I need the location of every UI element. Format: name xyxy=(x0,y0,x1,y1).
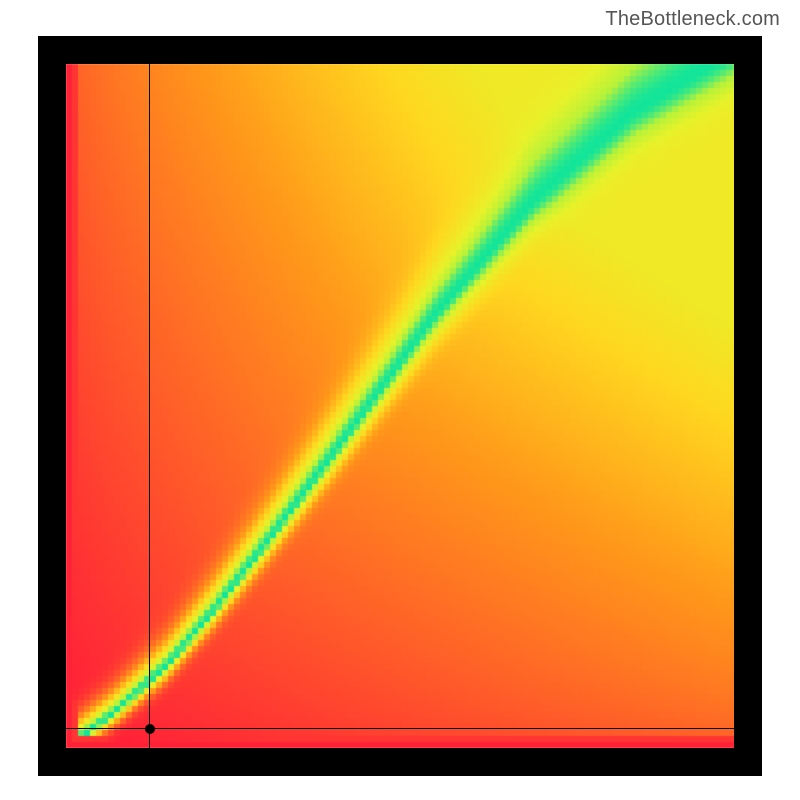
watermark-text: TheBottleneck.com xyxy=(605,8,780,31)
crosshair-marker xyxy=(145,724,155,734)
heatmap-canvas xyxy=(0,0,800,800)
bottleneck-heatmap-figure: TheBottleneck.com xyxy=(0,0,800,800)
